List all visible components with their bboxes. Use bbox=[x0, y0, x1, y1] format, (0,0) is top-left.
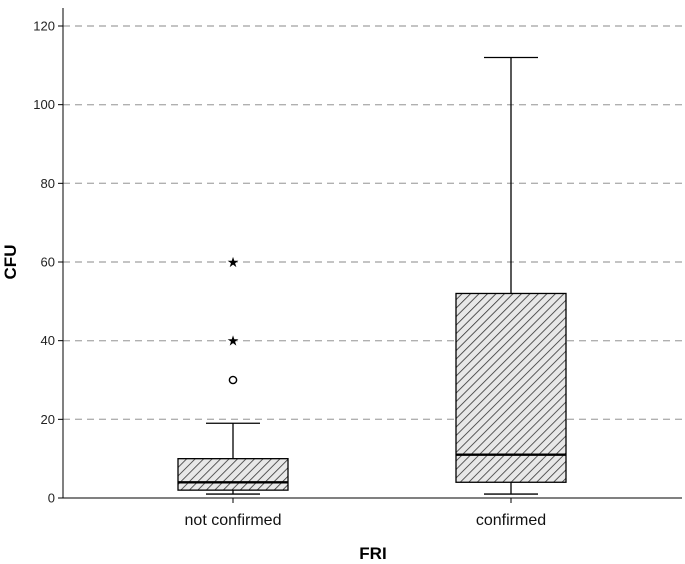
y-tick-label: 100 bbox=[33, 97, 55, 112]
y-tick-label: 0 bbox=[48, 491, 55, 506]
box-not-confirmed: ★★ bbox=[177, 255, 289, 495]
extreme-point: ★ bbox=[227, 255, 240, 271]
iqr-box bbox=[455, 292, 567, 483]
boxes: ★★ bbox=[177, 56, 567, 495]
y-tick-label: 120 bbox=[33, 19, 55, 34]
iqr-box bbox=[177, 458, 289, 491]
axes: 0 20 40 60 80 100 120 not confirmed confirmed bbox=[33, 8, 682, 529]
y-axis-title: CFU bbox=[1, 245, 20, 280]
x-tick-label: not confirmed bbox=[185, 512, 282, 529]
y-tick-label: 60 bbox=[41, 255, 55, 270]
y-tick-label: 40 bbox=[41, 333, 55, 348]
x-axis-title: FRI bbox=[359, 544, 386, 563]
extreme-point: ★ bbox=[227, 334, 240, 350]
gridlines bbox=[63, 25, 682, 421]
y-tick-label: 80 bbox=[41, 176, 55, 191]
y-tick-label: 20 bbox=[41, 412, 55, 427]
x-tick-label: confirmed bbox=[476, 512, 546, 529]
outlier-point bbox=[228, 375, 238, 385]
box-confirmed bbox=[455, 56, 567, 495]
